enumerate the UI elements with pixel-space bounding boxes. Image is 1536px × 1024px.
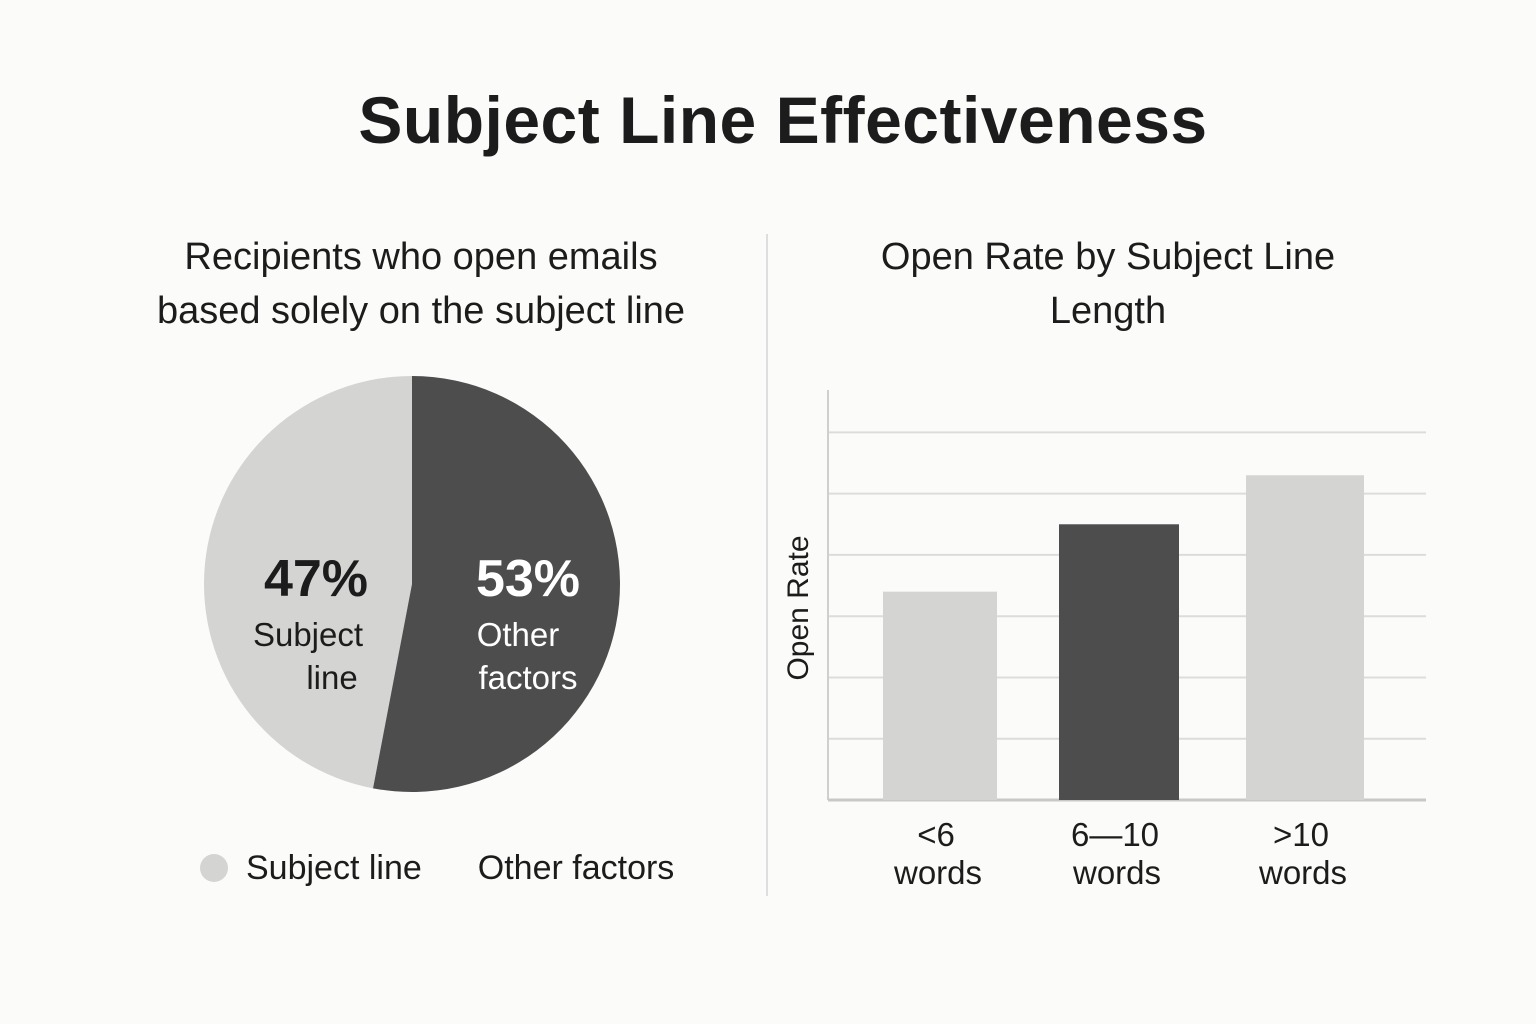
bar-category-label-1-2: words [893, 854, 982, 891]
legend-swatch-subject-line [200, 854, 228, 882]
bar-title-line-1: Open Rate by Subject Line [880, 236, 1336, 278]
pie-chart: 47% Subject line 53% Other factors [203, 375, 620, 792]
legend-label-other-factors: Other factors [477, 848, 675, 887]
bar-chart-title: Open Rate by Subject Line Length [800, 230, 1416, 338]
pie-slice-label-subject-line-1: Subject [253, 616, 363, 653]
pie-slice-label-other-factors-1: Other [477, 616, 560, 653]
pie-slice-other-factors [373, 376, 620, 792]
bar-y-axis-label: Open Rate [782, 535, 815, 680]
pie-legend: Subject line Other factors [200, 846, 730, 890]
bar-category-label-2-2: words [1072, 854, 1161, 891]
bar-category-label-1-1: <6 [917, 816, 955, 853]
legend-label-subject-line: Subject line [246, 848, 422, 887]
bar-3 [1246, 475, 1364, 800]
bar-category-label-3-1: >10 [1273, 816, 1329, 853]
panel-divider [766, 234, 768, 896]
main-title: Subject Line Effectiveness [358, 83, 1208, 157]
pie-value-label-other-factors: 53% [476, 550, 580, 608]
bar-1 [883, 591, 997, 800]
pie-chart-title: Recipients who open emails based solely … [100, 230, 742, 338]
bar-title-line-2: Length [1049, 290, 1167, 332]
bar-category-label-2-1: 6—10 [1071, 816, 1159, 853]
legend-item-subject-line: Subject line [200, 849, 422, 888]
pie-slice-label-other-factors-2: factors [478, 659, 577, 696]
pie-title-line-2: based solely on the subject line [156, 290, 686, 332]
bar-category-label-3-2: words [1258, 854, 1347, 891]
pie-slice-subject-line [203, 375, 412, 789]
pie-title-line-1: Recipients who open emails [184, 236, 658, 278]
pie-slice-label-subject-line-2: line [306, 659, 357, 696]
pie-value-label-subject-line: 47% [264, 550, 368, 608]
bar-2 [1059, 524, 1179, 800]
legend-item-other-factors: Other factors [478, 849, 675, 888]
